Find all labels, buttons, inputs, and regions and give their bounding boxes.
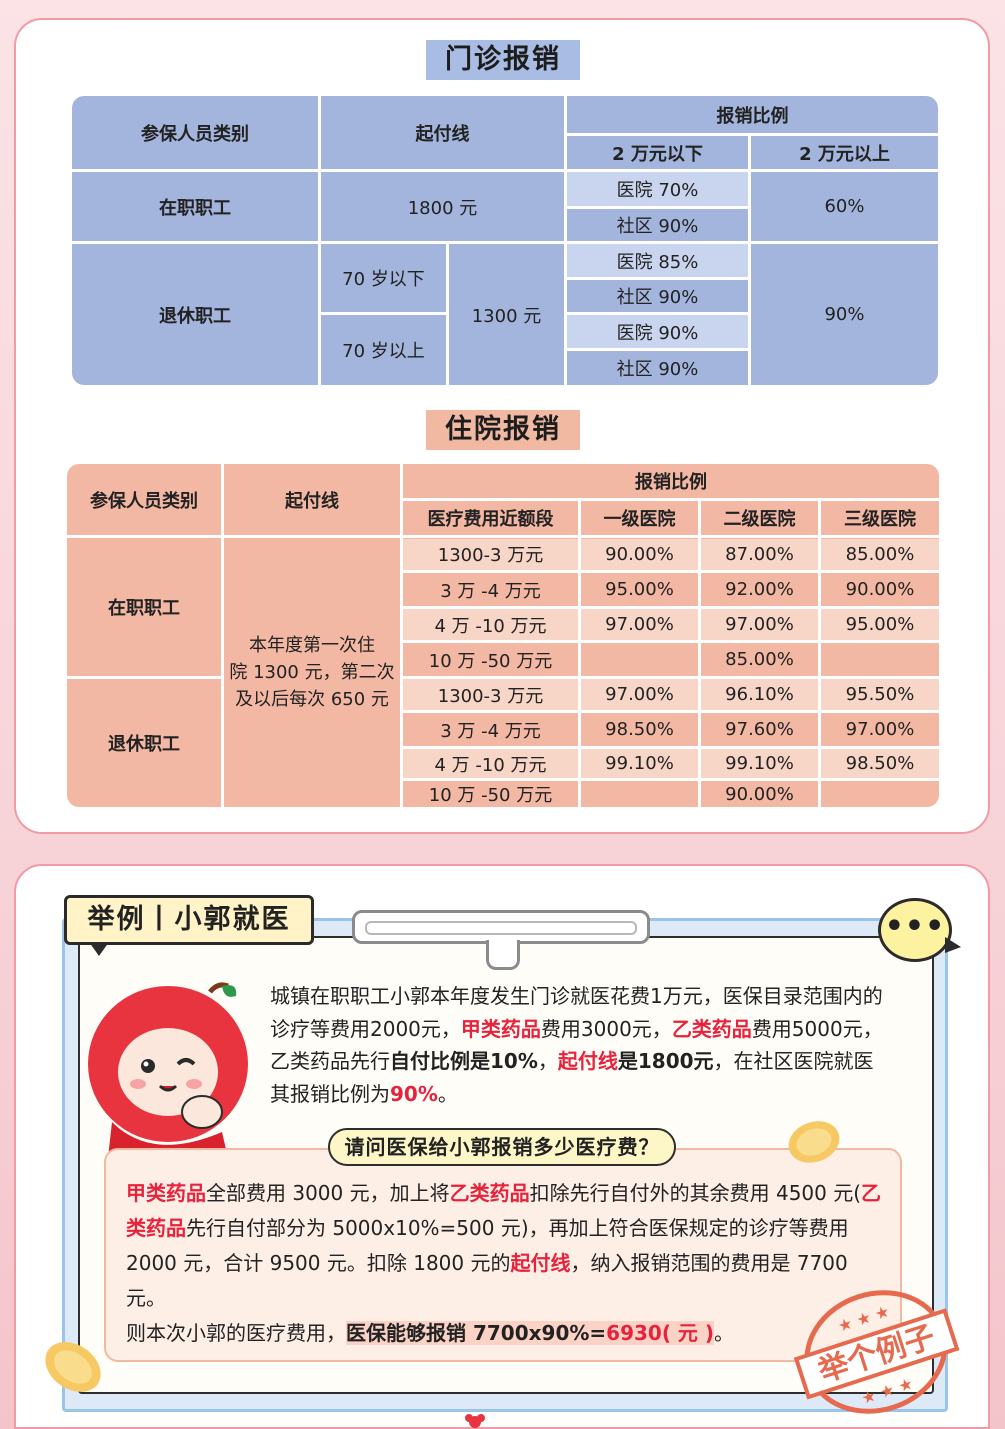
employed-level3-ratio: 85.00% [845, 543, 915, 565]
retired-level2-ratio: 90.00% [725, 783, 794, 805]
retired-ratio-row: 社区 90% [616, 287, 699, 308]
header-category: 参保人员类别 [90, 490, 198, 512]
header-deductible: 起付线 [285, 490, 339, 512]
stamp-text: 举个例子 [813, 1319, 939, 1390]
header-category: 参保人员类别 [141, 123, 249, 145]
retired-level3-ratio: 98.50% [845, 753, 915, 774]
retired-level1-ratio: 98.50% [605, 719, 674, 740]
employed-cost-range: 10 万 -50 万元 [428, 650, 553, 672]
employed-hospital-ratio: 医院 70% [616, 180, 699, 201]
retired-ratio-row: 社区 90% [616, 359, 699, 380]
employed-community-ratio: 社区 90% [616, 216, 699, 237]
employed-level2-ratio: 97.00% [725, 614, 794, 635]
example-stamp: ★ ★ ★ 举个例子 ★ ★ ★ [793, 1290, 960, 1414]
retired-ratio-row: 医院 85% [616, 251, 699, 273]
inpatient-table: 参保人员类别 起付线 报销比例 医疗费用近额段 一级医院 二级医院 三级医院 在… [67, 464, 939, 807]
retired-level3-ratio: 97.00% [845, 719, 915, 740]
header-above-20k: 2 万元以上 [799, 143, 890, 165]
retired-label: 退休职工 [159, 305, 231, 327]
retired-above-ratio: 90% [824, 304, 865, 325]
employed-level1-ratio: 90.00% [605, 543, 674, 565]
header-level2: 二级医院 [723, 509, 796, 530]
retired-over-70: 70 岁以上 [342, 341, 425, 362]
question-banner: 请问医保给小郭报销多少医疗费？ [328, 1128, 676, 1166]
inpatient-title: 住院报销 [426, 410, 580, 450]
employed-level1-ratio [581, 643, 698, 676]
employed-cost-range: 4 万 -10 万元 [434, 615, 547, 637]
header-deductible: 起付线 [415, 123, 470, 145]
retired-level1-ratio: 97.00% [605, 684, 674, 705]
outpatient-table: 参保人员类别 起付线 报销比例 2 万元以下 2 万元以上 在职职工 1800 … [72, 96, 938, 385]
retired-level1-ratio [581, 781, 698, 807]
retired-level3-ratio: 95.50% [845, 684, 915, 705]
coin-icon [788, 1121, 840, 1163]
scroll-tab-decoration [486, 940, 520, 970]
answer-highlight: 医保能够报销 7700x90%=6930( 元 ) [346, 1321, 715, 1345]
example-description: 城镇在职职工小郭本年度发生门诊就医花费1万元，医保目录范围内的诊疗等费用2000… [270, 984, 883, 1106]
retired-deductible: 1300 元 [471, 305, 542, 327]
inpatient-deductible-text: 本年度第一次住 院 1300 元，第二次 及以后每次 650 元 [229, 635, 395, 710]
coin-icon [45, 1342, 101, 1392]
employed-cost-range: 3 万 -4 万元 [440, 580, 541, 602]
retired-level3-ratio [821, 781, 939, 807]
retired-under-70: 70 岁以下 [342, 269, 425, 290]
scroll-decoration [352, 910, 650, 944]
employed-level1-ratio: 95.00% [605, 579, 674, 600]
header-cost-range: 医疗费用近额段 [427, 509, 554, 530]
retired-level1-ratio: 99.10% [605, 753, 674, 774]
retired-level2-ratio: 99.10% [725, 753, 794, 774]
employed-label: 在职职工 [108, 598, 180, 619]
header-below-20k: 2 万元以下 [612, 143, 703, 165]
header-ratio: 报销比例 [716, 105, 789, 127]
header-ratio: 报销比例 [635, 472, 707, 493]
retired-cost-range: 1300-3 万元 [437, 685, 544, 707]
employed-cost-range: 1300-3 万元 [437, 545, 544, 566]
employed-level2-ratio: 92.00% [725, 579, 794, 600]
employed-level2-ratio: 85.00% [725, 649, 794, 670]
retired-level2-ratio: 96.10% [725, 684, 794, 705]
retired-cost-range: 3 万 -4 万元 [440, 720, 541, 742]
retired-ratio-row: 医院 90% [616, 322, 699, 344]
header-level3: 三级医院 [844, 509, 916, 530]
outpatient-title: 门诊报销 [426, 40, 580, 80]
employed-level1-ratio: 97.00% [605, 614, 674, 635]
chat-bubble-icon: ••• [878, 898, 961, 962]
retired-cost-range: 4 万 -10 万元 [434, 754, 547, 776]
employed-deductible: 1800 元 [407, 197, 478, 219]
flower-icon [465, 1414, 485, 1428]
employed-level2-ratio: 87.00% [725, 543, 794, 565]
employed-level3-ratio [821, 643, 939, 676]
answer-text: 甲类药品全部费用 3000 元，加上将乙类药品扣除先行自付外的其余费用 4500… [126, 1181, 882, 1345]
example-tag: 举例丨小郭就医 [64, 895, 314, 956]
retired-cost-range: 10 万 -50 万元 [428, 785, 553, 806]
employed-level3-ratio: 90.00% [845, 579, 915, 600]
retired-label: 退休职工 [108, 734, 180, 755]
employed-label: 在职职工 [159, 197, 231, 219]
retired-level2-ratio: 97.60% [725, 719, 794, 740]
employed-above-ratio: 60% [824, 196, 865, 217]
header-level1: 一级医院 [603, 509, 676, 530]
employed-level3-ratio: 95.00% [845, 614, 915, 635]
mascot-icon [88, 982, 248, 1158]
